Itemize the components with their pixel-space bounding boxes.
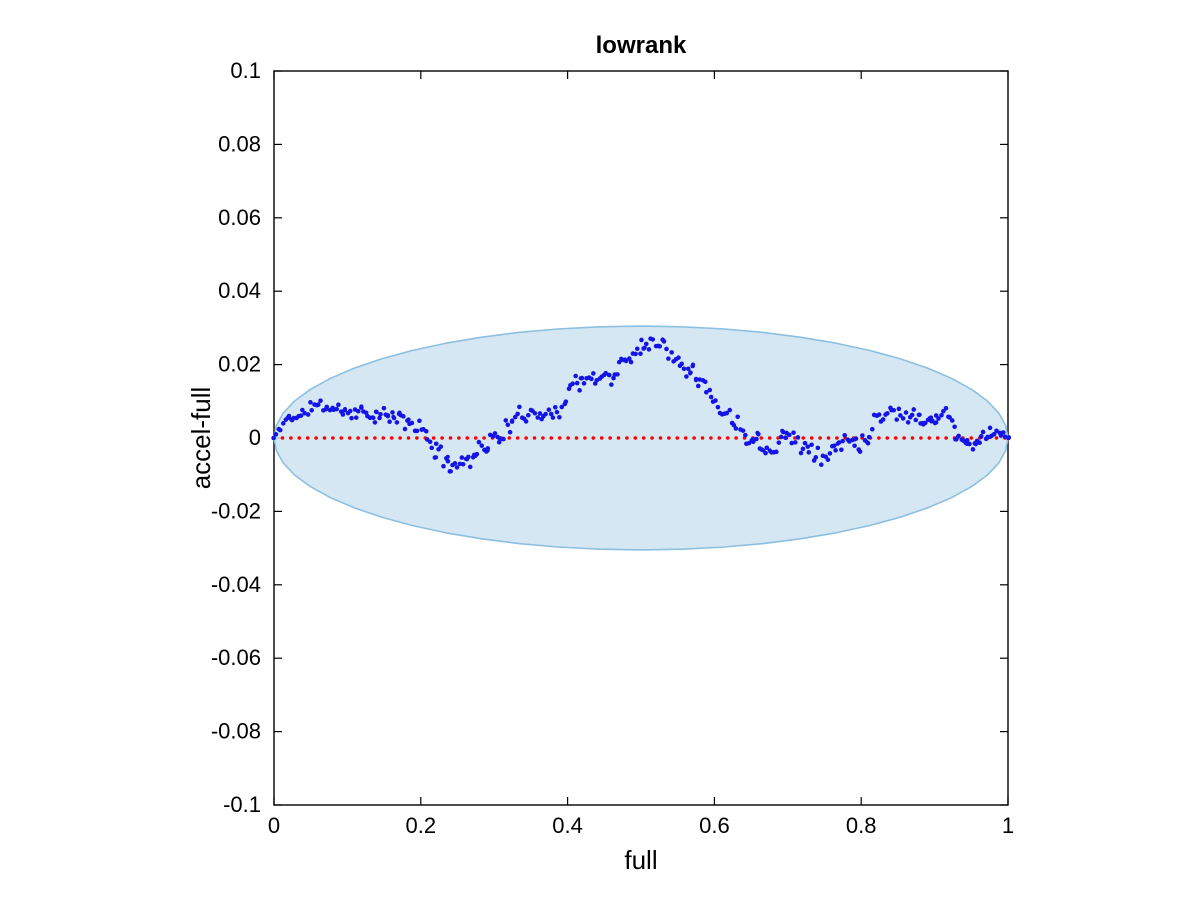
svg-text:0.08: 0.08 [218, 131, 261, 156]
svg-text:accel-full: accel-full [186, 387, 216, 490]
svg-text:-0.04: -0.04 [211, 572, 261, 597]
svg-text:0: 0 [268, 813, 280, 838]
svg-text:0: 0 [249, 425, 261, 450]
svg-text:-0.08: -0.08 [211, 719, 261, 744]
svg-text:0.04: 0.04 [218, 278, 261, 303]
svg-text:0.06: 0.06 [218, 205, 261, 230]
svg-text:-0.1: -0.1 [223, 792, 261, 817]
svg-text:0.2: 0.2 [406, 813, 437, 838]
svg-text:lowrank: lowrank [596, 32, 687, 59]
svg-text:0.4: 0.4 [552, 813, 583, 838]
svg-text:0.6: 0.6 [699, 813, 730, 838]
svg-text:-0.06: -0.06 [211, 645, 261, 670]
svg-text:1: 1 [1002, 813, 1014, 838]
svg-text:-0.02: -0.02 [211, 498, 261, 523]
svg-text:0.1: 0.1 [230, 58, 261, 83]
svg-text:0.02: 0.02 [218, 352, 261, 377]
svg-text:full: full [624, 845, 657, 875]
svg-text:0.8: 0.8 [846, 813, 877, 838]
